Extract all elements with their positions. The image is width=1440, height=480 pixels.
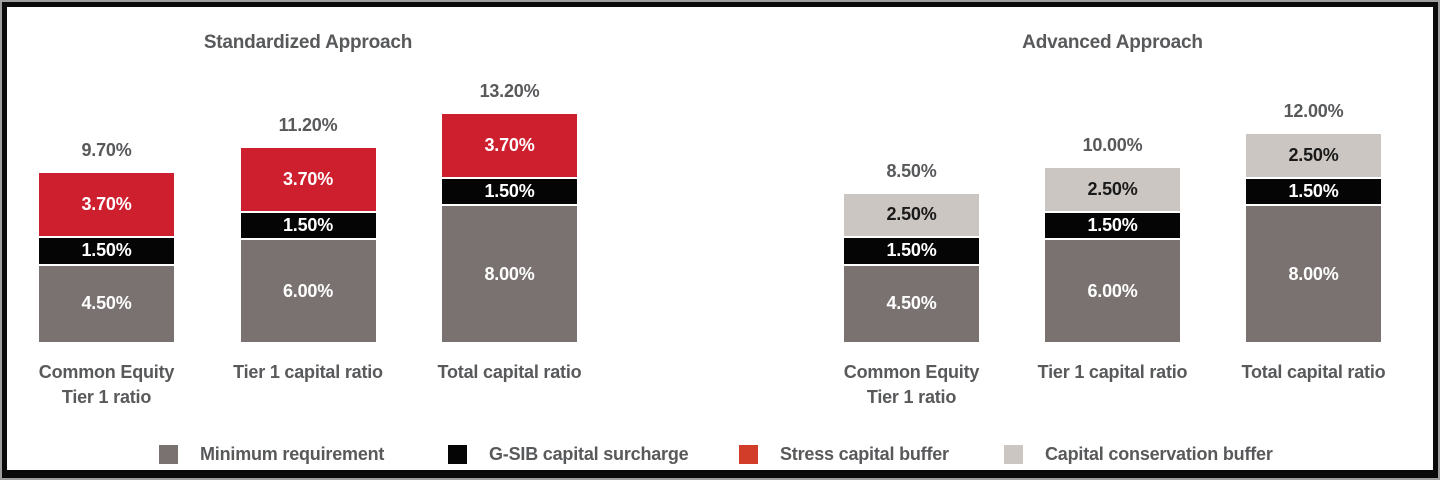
legend-label: Capital conservation buffer — [1045, 444, 1273, 464]
bar-column: 13.20% 3.70% 1.50% 8.00% Total capital ratio — [438, 80, 582, 382]
bar-column: 9.70% 3.70% 1.50% 4.50% Common Equity Tier 1… — [39, 140, 175, 407]
bar-column: 10.00% 2.50% 1.50% 6.00% Tier 1 capital rati… — [1038, 135, 1188, 382]
bar-segment: 6.00% — [1045, 240, 1180, 342]
legend-label: Stress capital buffer — [780, 444, 949, 464]
bar-segment: 3.70% — [442, 113, 577, 177]
chart-legend: Minimum requirement G-SIB capital surcha… — [2, 444, 1438, 468]
bar-segment: 2.50% — [1246, 134, 1381, 177]
bar-total-label: 13.20% — [479, 80, 540, 101]
bars-standardized: 9.70% 3.70% 1.50% 4.50% Common Equity Tier 1… — [39, 80, 582, 407]
chart-advanced-approach: Advanced Approach 8.50% 2.50% 1.50% 4.50% Co… — [844, 2, 1386, 478]
bar-segment: 3.70% — [240, 147, 376, 211]
bar-total-label: 9.70% — [81, 140, 132, 161]
bar-category-label: Total capital ratio — [1241, 362, 1386, 382]
bar-total-label: 11.20% — [278, 114, 338, 135]
chart-standardized-approach: Standardized Approach 9.70% 3.70% 1.50% 4.5… — [39, 2, 582, 478]
bar-segment: 2.50% — [1045, 168, 1180, 211]
capital-conservation-buffer-swatch-icon — [1004, 445, 1023, 464]
bar-segment: 1.50% — [39, 238, 174, 264]
bar-category-label: Total capital ratio — [437, 362, 582, 382]
bar-segment: 1.50% — [442, 178, 577, 204]
bar-segment: 2.50% — [844, 193, 979, 236]
bar-category-label: Tier 1 capital ratio — [233, 362, 383, 382]
bar-total-label: 10.00% — [1082, 135, 1143, 155]
bar-segment: 6.00% — [240, 240, 376, 342]
chart-title-advanced: Advanced Approach — [1022, 32, 1203, 53]
bar-category-label: Common Equity Tier 1 ratio — [38, 362, 175, 407]
legend-item-gsib-surcharge: G-SIB capital surcharge — [448, 444, 689, 465]
gsib-surcharge-swatch-icon — [448, 445, 467, 464]
chart-title-standardized: Standardized Approach — [203, 32, 413, 53]
bar-segment: 8.00% — [442, 206, 577, 342]
legend-label: Minimum requirement — [200, 444, 385, 464]
legend-label: G-SIB capital surcharge — [489, 444, 689, 464]
legend-item-capital-conservation-buffer: Capital conservation buffer — [1004, 444, 1273, 465]
bar-column: 8.50% 2.50% 1.50% 4.50% Common Equity Tier 1… — [844, 160, 980, 408]
stress-capital-buffer-swatch-icon — [739, 445, 758, 464]
bar-column: 12.00% 2.50% 1.50% 8.00% Total capital ratio — [1242, 101, 1386, 382]
bar-segment: 1.50% — [844, 238, 979, 264]
bar-segment: 3.70% — [39, 173, 174, 236]
bar-segment: 1.50% — [240, 212, 376, 238]
bar-segment: 1.50% — [1246, 178, 1381, 204]
bar-segment: 4.50% — [844, 265, 979, 342]
bar-segment: 8.00% — [1246, 206, 1381, 342]
bar-category-label: Common Equity Tier 1 ratio — [843, 362, 980, 407]
bar-category-label: Tier 1 capital ratio — [1037, 362, 1188, 382]
bar-total-label: 8.50% — [886, 160, 937, 181]
bar-total-label: 12.00% — [1283, 101, 1344, 121]
bar-column: 11.20% 3.70% 1.50% 6.00% Tier 1 capital rati… — [233, 114, 383, 382]
minimum-requirement-swatch-icon — [159, 445, 178, 464]
bar-segment: 1.50% — [1045, 212, 1180, 238]
legend-item-minimum-requirement: Minimum requirement — [159, 444, 384, 465]
bars-advanced: 8.50% 2.50% 1.50% 4.50% Common Equity Tier 1… — [844, 101, 1386, 408]
legend-item-stress-capital-buffer: Stress capital buffer — [739, 444, 949, 465]
bar-segment: 4.50% — [39, 265, 174, 342]
